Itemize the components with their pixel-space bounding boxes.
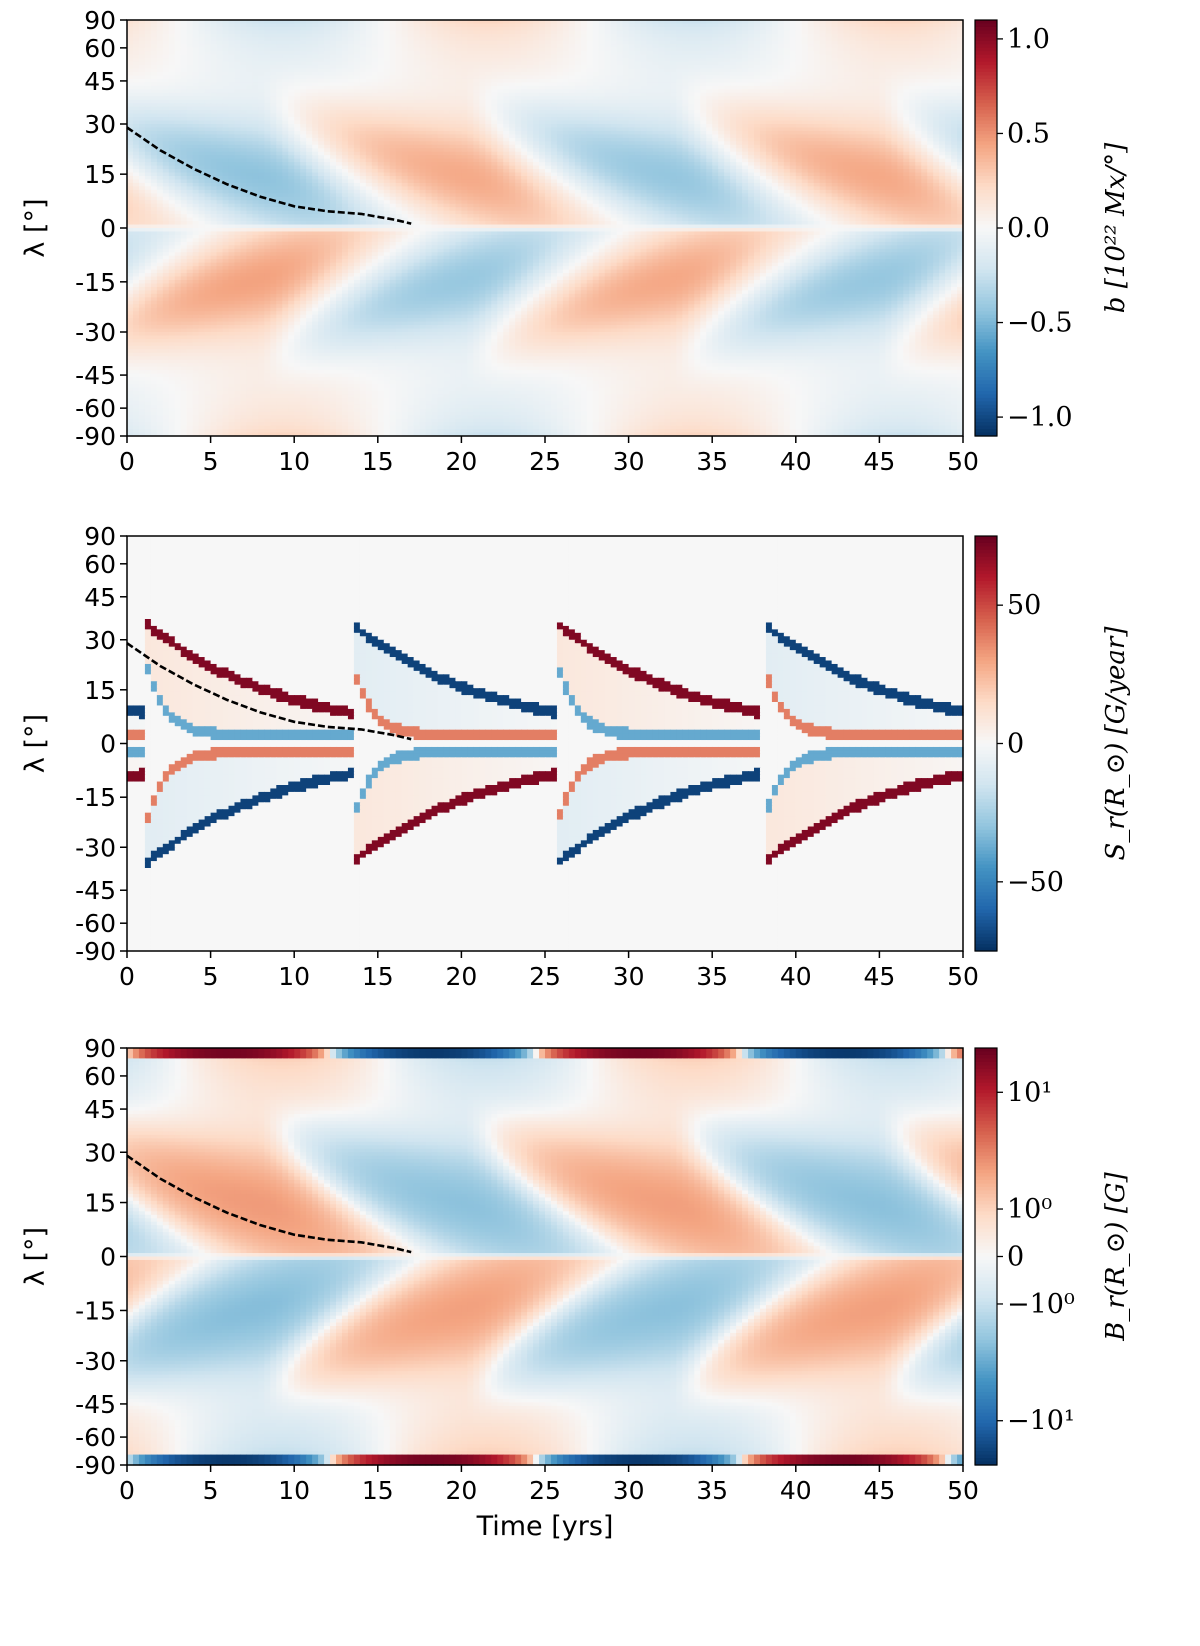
y-tick-label: 30 [84, 626, 116, 655]
y-axis-label: λ [°] [20, 1227, 51, 1286]
y-tick-label: 45 [84, 67, 116, 96]
colorbar-label: S_r(R_⊙) [G/year] [1101, 626, 1131, 861]
x-tick-label: 5 [203, 447, 219, 476]
colorbar-1 [975, 20, 997, 437]
colorbar-tick-label: 0.0 [1007, 213, 1050, 244]
x-tick-label: 45 [863, 1476, 895, 1505]
y-tick-label: -15 [75, 783, 116, 812]
colorbar-tick-label: −50 [1007, 867, 1064, 898]
x-tick-label: 50 [947, 447, 979, 476]
x-tick-label: 40 [780, 962, 812, 991]
colorbar-tick-label: −0.5 [1007, 308, 1073, 339]
x-axis-label: Time [yrs] [476, 1511, 614, 1542]
y-tick-label: 45 [84, 583, 116, 612]
y-tick-label: 90 [84, 6, 116, 35]
y-tick-label: 15 [84, 160, 116, 189]
x-tick-label: 10 [278, 447, 310, 476]
heatmap-panel-1 [127, 20, 964, 437]
x-tick-label: 40 [780, 1476, 812, 1505]
x-tick-label: 20 [445, 447, 477, 476]
x-tick-label: 15 [362, 1476, 394, 1505]
y-tick-label: 0 [100, 730, 116, 759]
x-tick-label: 25 [529, 447, 561, 476]
x-tick-label: 15 [362, 962, 394, 991]
x-tick-label: 20 [445, 1476, 477, 1505]
y-tick-label: 60 [84, 550, 116, 579]
y-tick-label: -60 [75, 1423, 116, 1452]
x-tick-label: 0 [119, 962, 135, 991]
y-tick-label: -15 [75, 268, 116, 297]
y-tick-label: -90 [75, 1451, 116, 1480]
y-tick-label: 0 [100, 1243, 116, 1272]
y-tick-label: -60 [75, 909, 116, 938]
colorbar-tick-label: 1.0 [1007, 24, 1050, 55]
y-tick-label: -30 [75, 318, 116, 347]
y-tick-label: 30 [84, 1138, 116, 1167]
y-tick-label: 0 [100, 214, 116, 243]
x-tick-label: 5 [203, 1476, 219, 1505]
x-tick-label: 30 [613, 1476, 645, 1505]
y-tick-label: -60 [75, 394, 116, 423]
y-tick-label: -45 [75, 1390, 116, 1419]
x-tick-label: 0 [119, 447, 135, 476]
x-tick-label: 45 [863, 962, 895, 991]
colorbar-label: B_r(R_⊙) [G] [1101, 1171, 1131, 1341]
x-tick-label: 30 [613, 447, 645, 476]
y-tick-label: 30 [84, 110, 116, 139]
heatmap-panel-2 [127, 536, 964, 952]
x-tick-label: 20 [445, 962, 477, 991]
y-tick-label: -30 [75, 833, 116, 862]
x-tick-label: 0 [119, 1476, 135, 1505]
y-tick-label: 15 [84, 1189, 116, 1218]
x-tick-label: 10 [278, 1476, 310, 1505]
y-tick-label: 45 [84, 1095, 116, 1124]
x-tick-label: 35 [696, 447, 728, 476]
y-tick-label: 60 [84, 34, 116, 63]
colorbar-tick-label: −1.0 [1007, 402, 1073, 433]
colorbar-tick-label: 0 [1007, 729, 1024, 760]
y-axis-label: λ [°] [20, 714, 51, 773]
x-tick-label: 35 [696, 1476, 728, 1505]
y-tick-label: -90 [75, 937, 116, 966]
y-tick-label: 15 [84, 676, 116, 705]
y-tick-label: -45 [75, 361, 116, 390]
colorbar-tick-label: 50 [1007, 590, 1041, 621]
x-tick-label: 10 [278, 962, 310, 991]
x-tick-label: 35 [696, 962, 728, 991]
y-tick-label: 60 [84, 1062, 116, 1091]
y-tick-label: 90 [84, 1034, 116, 1063]
x-tick-label: 15 [362, 447, 394, 476]
y-tick-label: -90 [75, 422, 116, 451]
y-tick-label: -45 [75, 876, 116, 905]
colorbar-3 [975, 1048, 997, 1466]
colorbar-2 [975, 536, 997, 952]
colorbar-tick-label: 0 [1007, 1242, 1024, 1273]
colorbar-tick-label: −10¹ [1007, 1406, 1075, 1437]
colorbar-tick-label: 10¹ [1007, 1077, 1052, 1108]
colorbar-tick-label: 0.5 [1007, 118, 1050, 149]
colorbar-tick-label: −10⁰ [1007, 1289, 1075, 1320]
colorbar-tick-label: 10⁰ [1007, 1194, 1052, 1225]
y-axis-label: λ [°] [20, 198, 51, 257]
x-tick-label: 50 [947, 962, 979, 991]
x-tick-label: 5 [203, 962, 219, 991]
y-tick-label: 90 [84, 522, 116, 551]
colorbar-label: b [10²² Mx/°] [1101, 142, 1131, 313]
x-tick-label: 25 [529, 1476, 561, 1505]
y-tick-label: -15 [75, 1296, 116, 1325]
x-tick-label: 50 [947, 1476, 979, 1505]
x-tick-label: 30 [613, 962, 645, 991]
x-tick-label: 40 [780, 447, 812, 476]
x-tick-label: 25 [529, 962, 561, 991]
heatmap-panel-3 [127, 1048, 964, 1466]
y-tick-label: -30 [75, 1347, 116, 1376]
x-tick-label: 45 [863, 447, 895, 476]
